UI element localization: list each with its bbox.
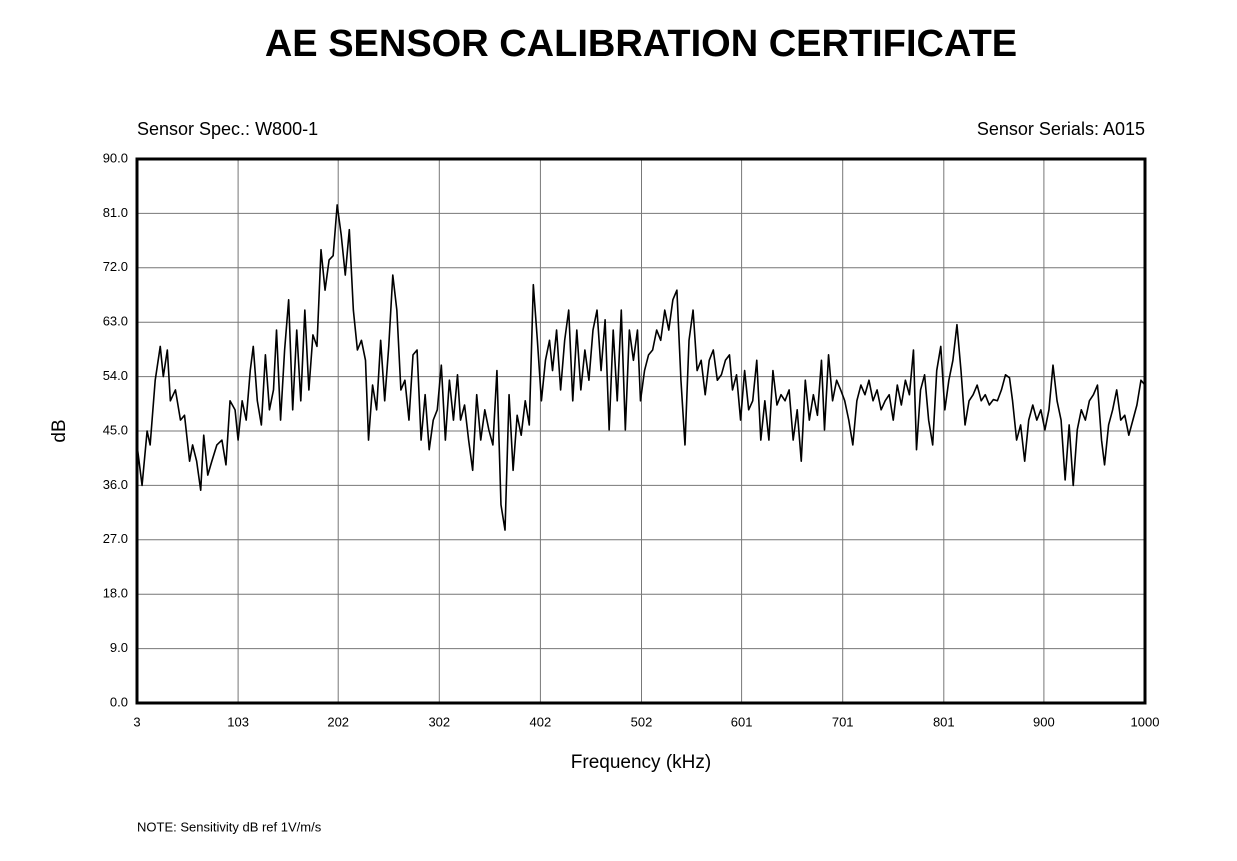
x-tick-label: 601 — [731, 714, 753, 729]
x-tick-label: 302 — [428, 714, 450, 729]
y-tick-label: 18.0 — [103, 586, 128, 601]
note: NOTE: Sensitivity dB ref 1V/m/s — [137, 819, 322, 834]
sensor-spec: Sensor Spec.: W800-1 — [137, 119, 318, 139]
y-tick-label: 72.0 — [103, 259, 128, 274]
y-tick-label: 45.0 — [103, 422, 128, 437]
chart-title: AE SENSOR CALIBRATION CERTIFICATE — [265, 23, 1017, 65]
x-tick-label: 900 — [1033, 714, 1055, 729]
y-tick-label: 90.0 — [103, 150, 128, 165]
x-tick-label: 402 — [530, 714, 552, 729]
y-tick-label: 9.0 — [110, 640, 128, 655]
x-tick-label: 502 — [631, 714, 653, 729]
plot-frame — [135, 157, 1147, 705]
y-tick-label: 54.0 — [103, 368, 128, 383]
x-tick-label: 801 — [933, 714, 955, 729]
x-tick-label: 1000 — [1131, 714, 1160, 729]
data-line — [136, 204, 1146, 531]
x-axis-label: Frequency (kHz) — [571, 752, 711, 773]
y-tick-label: 27.0 — [103, 531, 128, 546]
x-tick-label: 3 — [133, 714, 140, 729]
x-tick-label: 701 — [832, 714, 854, 729]
x-tick-label: 103 — [227, 714, 249, 729]
y-tick-label: 81.0 — [103, 205, 128, 220]
plot — [136, 204, 1146, 531]
y-tick-label: 0.0 — [110, 694, 128, 709]
y-tick-label: 63.0 — [103, 314, 128, 329]
y-axis-label: dB — [49, 419, 70, 442]
grid — [136, 158, 1146, 704]
sensor-serials: Sensor Serials: A015 — [977, 119, 1145, 139]
y-tick-label: 36.0 — [103, 477, 128, 492]
x-tick-label: 202 — [327, 714, 349, 729]
